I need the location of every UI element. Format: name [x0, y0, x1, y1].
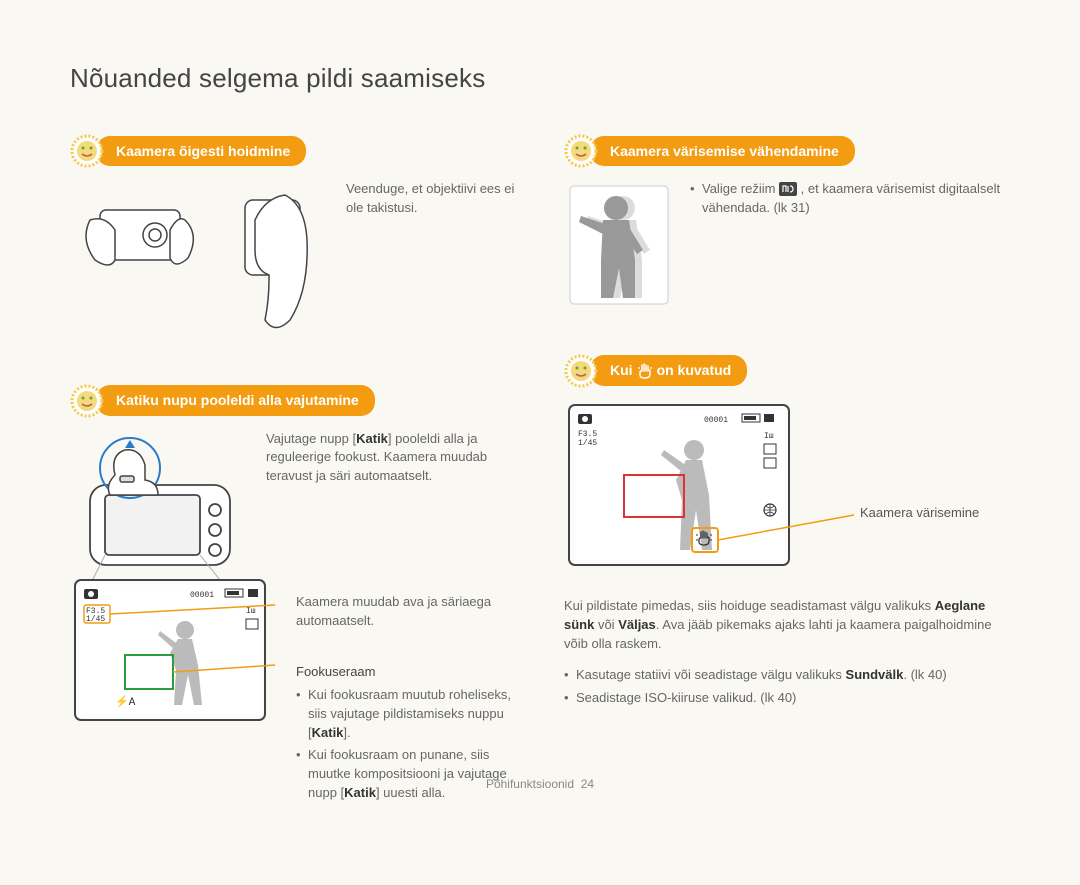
svg-text:Iш: Iш — [764, 432, 774, 441]
hold-illustration — [70, 180, 330, 346]
hold-text: Veenduge, et objektiivi ees ei ole takis… — [346, 180, 516, 218]
gear-icon — [70, 134, 104, 168]
displayed-bullets: Kasutage statiivi või seadistage välgu v… — [564, 666, 1010, 708]
heading-displayed: Kui on kuvatud — [590, 355, 747, 385]
svg-text:00001: 00001 — [190, 591, 214, 600]
section-hold-camera: Kaamera õigesti hoidmine — [70, 134, 516, 346]
displayed-paragraph: Kui pildistate pimedas, siis hoiduge sea… — [564, 597, 1010, 654]
section-reduce-shake: Kaamera värisemise vähendamine — [564, 134, 1010, 316]
svg-text:⚡A: ⚡A — [115, 695, 136, 709]
lcd-illustration: 00001 F3.5 1/45 Iш — [70, 575, 280, 751]
page-title: Nõuanded selgema pildi saamiseks — [70, 60, 1010, 98]
shake-hand-icon — [637, 363, 653, 379]
svg-text:00001: 00001 — [704, 416, 728, 425]
auto-exposure-text: Kaamera muudab ava ja säriaega automaats… — [296, 593, 516, 631]
shake-bullets: Valige režiim , et kaamera värisemist di… — [690, 180, 1010, 218]
gear-icon — [70, 384, 104, 418]
heading-hold: Kaamera õigesti hoidmine — [96, 136, 306, 166]
gear-icon — [564, 354, 598, 388]
gear-icon — [564, 134, 598, 168]
heading-shutter: Katiku nupu pooleldi alla vajutamine — [96, 385, 375, 415]
svg-text:1/45: 1/45 — [578, 439, 597, 448]
shutter-text: Vajutage nupp [Katik] pooleldi alla ja r… — [266, 430, 516, 487]
dis-mode-icon — [779, 182, 797, 196]
displayed-lcd-illustration: 00001 F3.5 1/45 Iш — [564, 400, 1004, 580]
shutter-illustration — [70, 430, 250, 586]
focus-frame-label: Fookuseraam — [296, 663, 516, 682]
section-shutter: Katiku nupu pooleldi alla vajutamine — [70, 384, 516, 807]
svg-text:1/45: 1/45 — [86, 615, 105, 624]
heading-shake: Kaamera värisemise vähendamine — [590, 136, 855, 166]
section-displayed: Kui on kuvatud 000 — [564, 354, 1010, 708]
svg-text:F3.5: F3.5 — [578, 430, 597, 439]
shake-illustration — [564, 180, 674, 316]
shake-callout-label: Kaamera värisemine — [860, 504, 979, 523]
svg-text:Iш: Iш — [246, 607, 256, 616]
page-footer: Põhifunktsioonid 24 — [0, 776, 1080, 793]
